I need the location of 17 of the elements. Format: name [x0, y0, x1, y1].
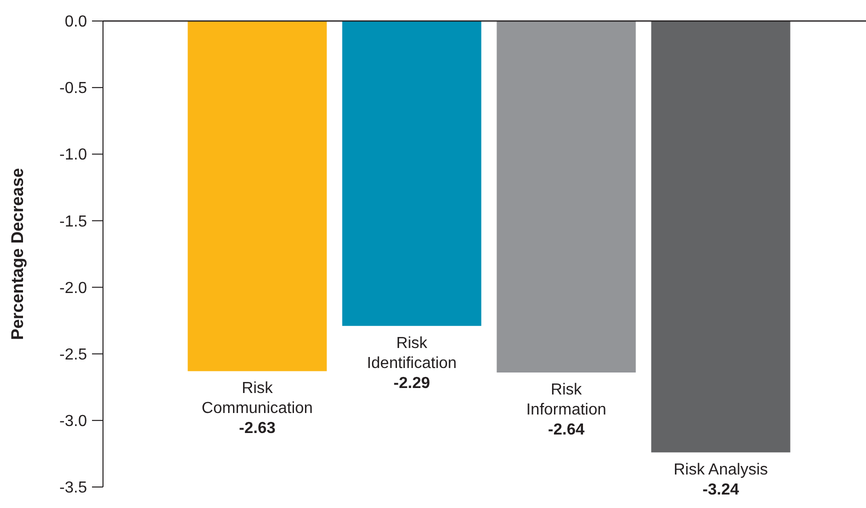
y-tick-label: -2.0 [59, 280, 88, 297]
y-tick-label: -2.5 [59, 346, 88, 364]
x-tick-label: Risk Communication [202, 380, 313, 418]
data-label: -3.24 [702, 481, 740, 498]
data-label: -2.63 [239, 420, 276, 438]
data-label: -2.64 [548, 421, 585, 438]
y-tick-label: -3.0 [59, 413, 88, 430]
x-tick-label: Risk Analysis [674, 461, 768, 478]
y-axis-title: Percentage Decrease [8, 168, 27, 340]
x-tick-label: Risk Identification [366, 334, 457, 372]
y-tick-label: 0.0 [64, 14, 88, 31]
y-tick-label: -0.5 [59, 80, 88, 98]
y-tick-label: -1.0 [59, 146, 88, 164]
y-tick-label: -1.5 [59, 213, 88, 230]
data-label: -2.29 [394, 374, 430, 392]
x-tick-label: Risk Information [526, 381, 606, 418]
y-tick-label: -3.5 [59, 480, 88, 497]
